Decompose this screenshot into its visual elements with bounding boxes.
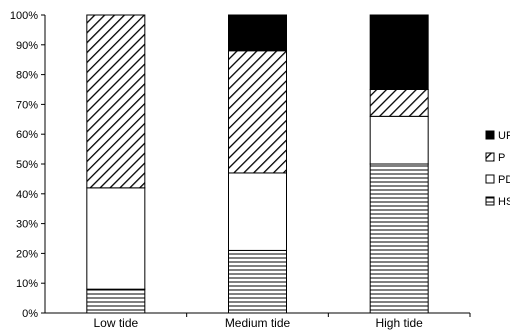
bar-segment-pd [369,115,429,165]
bar-segment-hs [228,249,287,314]
legend-label-uf: UF [498,130,510,142]
bar-segment-p [228,50,287,174]
y-tick-label: 40% [16,189,38,201]
legend-swatch-hs [485,196,495,206]
bar-segment-uf [228,14,287,52]
y-tick-label: 90% [16,40,38,52]
bar-segment-hs [369,163,429,314]
legend-label-hs: HS [498,196,510,208]
y-tick-label: 0% [22,308,38,320]
legend: UF P PD HS [485,130,510,208]
y-tick-label: 30% [16,219,38,231]
y-tick-label: 60% [16,129,38,141]
y-tick-label: 100% [10,10,38,22]
legend-swatch-p [485,152,495,162]
labels-layer: 0% 10% 20% 30% 40% 50% 60% 70% 80% 90% 100% Low tid… [10,10,423,330]
legend-label-pd: PD [498,174,510,186]
legend-swatch-uf [485,130,495,140]
x-category-label: Medium tide [225,316,291,330]
y-tick-label: 80% [16,70,38,82]
y-tick-label: 70% [16,99,38,111]
bar-segment-p [86,14,146,189]
bar-segment-pd [86,187,146,290]
x-category-label: High tide [375,316,423,330]
bar-segment-hs [86,288,146,314]
bar-segment-pd [228,172,287,251]
bar-segment-uf [369,14,429,90]
y-tick-label: 20% [16,248,38,260]
x-category-label: Low tide [93,316,138,330]
bar-segment-p [369,89,429,117]
y-tick-label: 50% [16,159,38,171]
bars-layer [86,14,429,314]
y-tick-label: 10% [16,278,38,290]
legend-swatch-pd [485,174,495,184]
legend-label-p: P [498,152,505,164]
